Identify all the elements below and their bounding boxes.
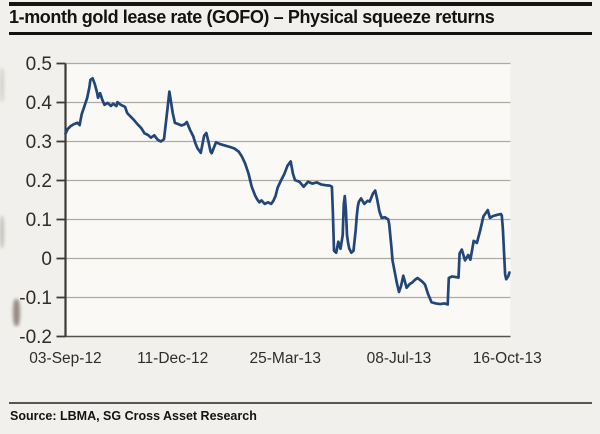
scan-artifact [0,68,4,102]
svg-text:0.3: 0.3 [26,132,52,153]
plot-area [65,63,511,337]
svg-text:16-Oct-13: 16-Oct-13 [473,350,542,367]
chart-title: 1-month gold lease rate (GOFO) – Physica… [9,7,495,27]
svg-text:0: 0 [41,249,52,270]
svg-text:03-Sep-12: 03-Sep-12 [29,350,101,367]
gridlines [65,62,511,299]
y-axis-labels: 0.5 0.4 0.3 0.2 0.1 0 -0.1 -0.2 [19,54,52,348]
x-axis-labels: 03-Sep-12 11-Dec-12 25-Mar-13 08-Jul-13 16-O… [29,350,541,367]
svg-text:0.4: 0.4 [26,93,53,114]
svg-text:11-Dec-12: 11-Dec-12 [137,350,208,367]
svg-text:08-Jul-13: 08-Jul-13 [367,350,432,367]
series-line [64,76,511,306]
scan-artifact [13,299,20,326]
svg-text:0.2: 0.2 [26,171,52,192]
source-text: Source: LBMA, SG Cross Asset Research [10,409,257,423]
source-rule [9,402,592,404]
svg-text:-0.1: -0.1 [19,288,52,309]
svg-text:0.1: 0.1 [26,210,52,231]
scan-artifact [0,216,4,248]
svg-text:25-Mar-13: 25-Mar-13 [250,350,322,367]
title-rule-top [9,2,592,6]
svg-text:0.5: 0.5 [26,54,52,75]
y-axis-ticks [56,62,66,338]
title-rule-bottom [9,31,592,35]
svg-text:-0.2: -0.2 [19,327,52,348]
